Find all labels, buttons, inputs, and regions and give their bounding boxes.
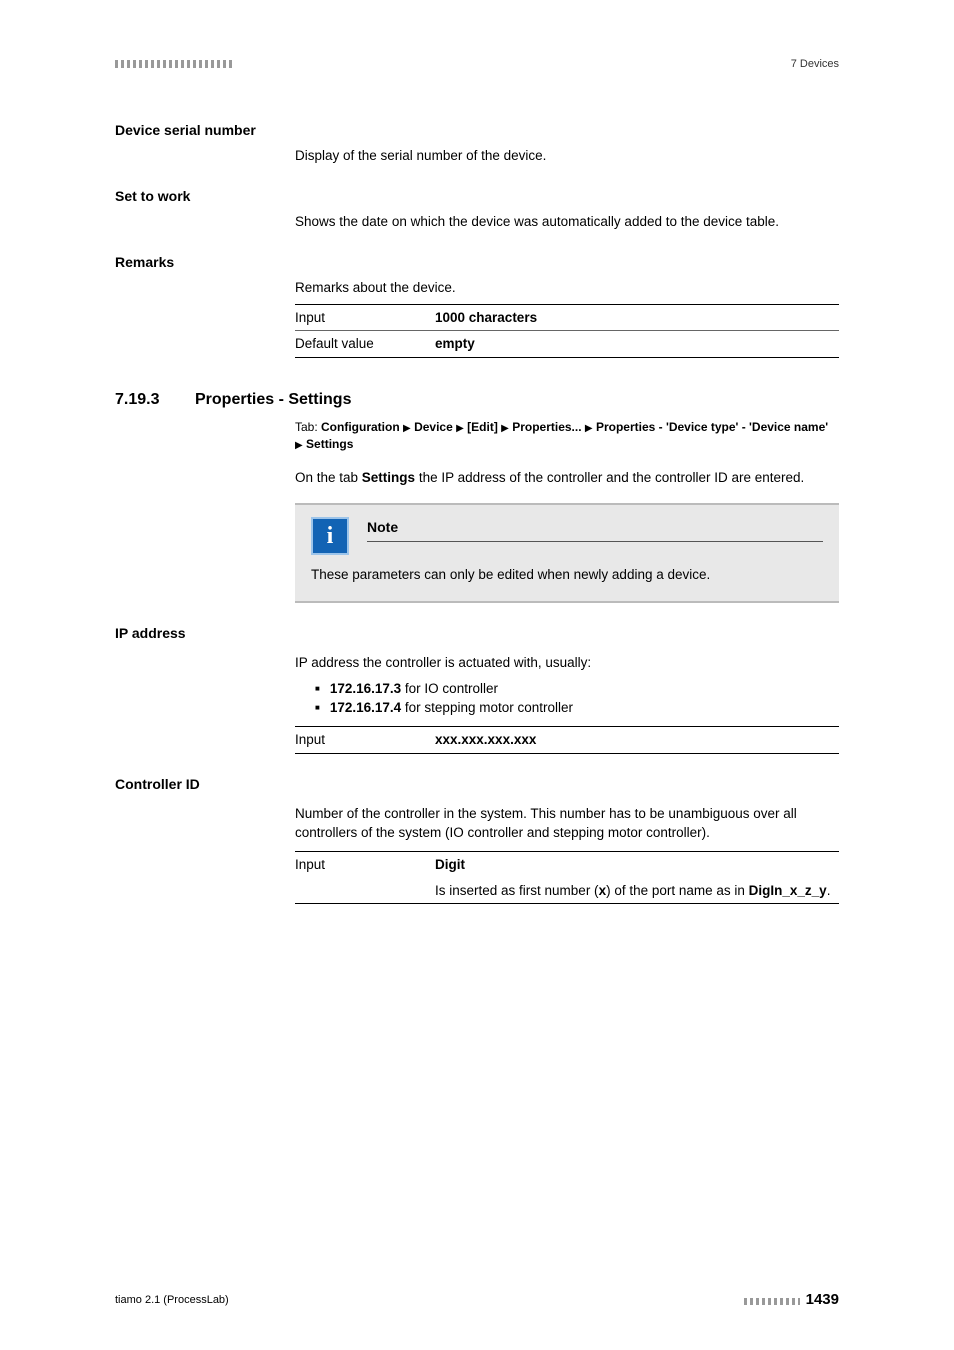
- page-number: 1439: [806, 1291, 839, 1308]
- ip-bullet-0-rest: for IO controller: [401, 681, 498, 696]
- footer-product: tiamo 2.1 (ProcessLab): [115, 1294, 229, 1306]
- note-title: Note: [367, 517, 823, 541]
- text-set-to-work: Shows the date on which the device was a…: [295, 212, 839, 232]
- ip-bullet-1: 172.16.17.4 for stepping motor controlle…: [315, 698, 839, 718]
- section-number: 7.19.3: [115, 388, 195, 411]
- cid-input-value: Digit: [435, 857, 465, 872]
- cid-sub-mid: ) of the port name as in: [606, 883, 749, 898]
- tab-prefix: Tab:: [295, 420, 321, 434]
- section-title: Properties - Settings: [195, 388, 351, 411]
- ip-bullet-0-bold: 172.16.17.3: [330, 681, 401, 696]
- remarks-default-label: Default value: [295, 331, 435, 358]
- ip-bullet-list: 172.16.17.3 for IO controller 172.16.17.…: [315, 679, 839, 718]
- heading-ip-address: IP address: [115, 623, 839, 643]
- cid-param-table: Input Digit Is inserted as first number …: [295, 851, 839, 904]
- heading-remarks: Remarks: [115, 252, 839, 272]
- settings-intro-post: the IP address of the controller and the…: [415, 470, 804, 485]
- settings-intro-pre: On the tab: [295, 470, 362, 485]
- tab-part-5: Settings: [306, 437, 353, 451]
- settings-intro-bold: Settings: [362, 470, 415, 485]
- note-box: i Note These parameters can only be edit…: [295, 503, 839, 603]
- tab-part-3: Properties...: [512, 420, 581, 434]
- page-content: Device serial number Display of the seri…: [115, 120, 839, 904]
- ip-input-value: xxx.xxx.xxx.xxx: [435, 732, 536, 747]
- heading-device-serial-number: Device serial number: [115, 120, 839, 140]
- chapter-reference: 7 Devices: [791, 58, 839, 70]
- tab-part-1: Device: [414, 420, 453, 434]
- text-remarks: Remarks about the device.: [295, 278, 839, 298]
- heading-controller-id: Controller ID: [115, 774, 839, 794]
- remarks-param-table: Input 1000 characters Default value empt…: [295, 304, 839, 358]
- remarks-input-value: 1000 characters: [435, 310, 537, 325]
- cid-sub-post: .: [827, 883, 831, 898]
- cid-subtext: Is inserted as first number (x) of the p…: [435, 878, 839, 904]
- ip-bullet-1-rest: for stepping motor controller: [401, 700, 573, 715]
- text-ip-address: IP address the controller is actuated wi…: [295, 653, 839, 673]
- footer-stripe: [744, 1298, 800, 1305]
- ip-input-label: Input: [295, 727, 435, 754]
- ip-bullet-1-bold: 172.16.17.4: [330, 700, 401, 715]
- tab-part-4: Properties - 'Device type' - 'Device nam…: [596, 420, 828, 434]
- settings-intro: On the tab Settings the IP address of th…: [295, 468, 839, 488]
- tab-part-0: Configuration: [321, 420, 400, 434]
- text-device-serial-number: Display of the serial number of the devi…: [295, 146, 839, 166]
- ip-bullet-0: 172.16.17.3 for IO controller: [315, 679, 839, 699]
- header-stripe: [115, 60, 235, 68]
- info-icon: i: [311, 517, 349, 555]
- numbered-heading: 7.19.3 Properties - Settings: [115, 388, 839, 411]
- footer-right: 1439: [744, 1291, 839, 1308]
- page-footer: tiamo 2.1 (ProcessLab) 1439: [115, 1291, 839, 1308]
- ip-param-table: Input xxx.xxx.xxx.xxx: [295, 726, 839, 754]
- cid-sub-pre: Is inserted as first number (: [435, 883, 599, 898]
- note-text: These parameters can only be edited when…: [311, 565, 823, 585]
- cid-input-label: Input: [295, 851, 435, 877]
- text-controller-id: Number of the controller in the system. …: [295, 804, 839, 843]
- remarks-input-label: Input: [295, 304, 435, 331]
- tab-part-2: [Edit]: [467, 420, 498, 434]
- tab-path: Tab: Configuration ▶ Device ▶ [Edit] ▶ P…: [295, 419, 839, 454]
- cid-sub-bold2: DigIn_x_z_y: [749, 883, 827, 898]
- cid-sub-bold1: x: [599, 883, 607, 898]
- remarks-default-value: empty: [435, 336, 475, 351]
- heading-set-to-work: Set to work: [115, 186, 839, 206]
